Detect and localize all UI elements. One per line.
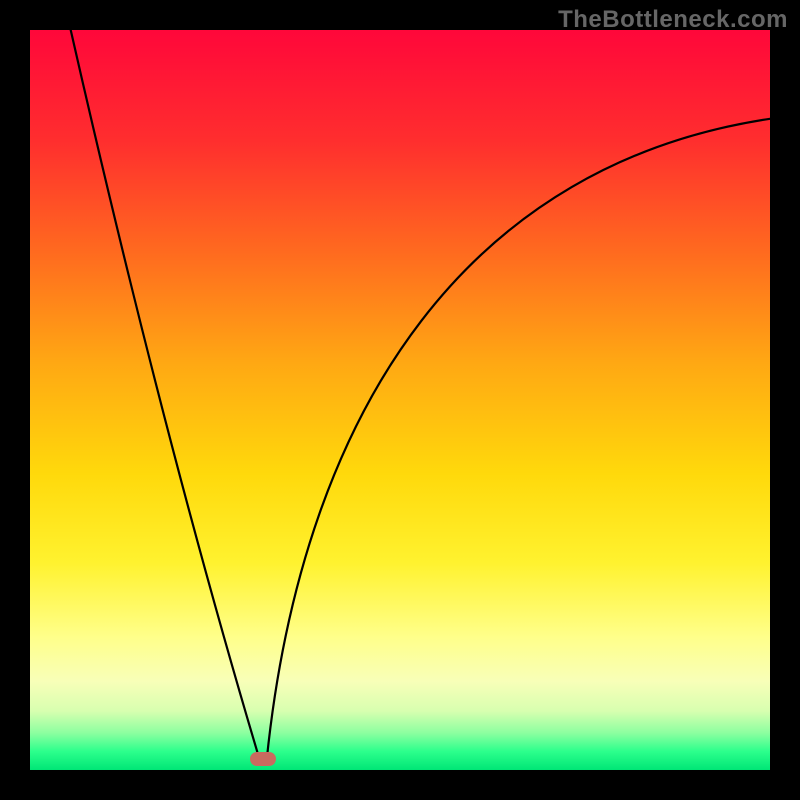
current-point-marker xyxy=(250,752,276,766)
watermark-text: TheBottleneck.com xyxy=(558,6,788,34)
chart-container: TheBottleneck.com xyxy=(0,0,800,800)
bottleneck-curve xyxy=(0,0,800,800)
